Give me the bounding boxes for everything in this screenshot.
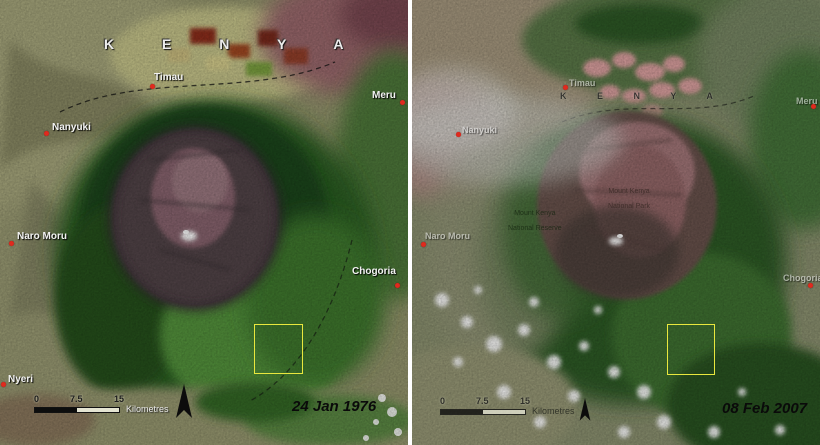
area-label-line1: Mount Kenya	[608, 188, 650, 195]
area-label-mount-kenya-national-park: Mount Kenya National Park	[608, 184, 650, 214]
city-marker-naro-moru	[9, 241, 14, 246]
scale-bar-right: 0 7.5 15 Kilometres	[438, 396, 608, 416]
city-marker-naro-moru	[421, 242, 426, 247]
date-label-1976: 24 Jan 1976	[292, 398, 377, 415]
place-label-naro-moru: Naro Moru	[425, 231, 470, 241]
scale-ticks: 0 7.5 15	[438, 396, 608, 407]
city-marker-nanyuki	[456, 132, 461, 137]
country-label-kenya-right: K E N Y A	[560, 91, 727, 101]
city-marker-timau	[563, 85, 568, 90]
satellite-image-2007	[412, 0, 820, 445]
place-label-naro-moru: Naro Moru	[17, 231, 67, 242]
city-marker-chogoria	[395, 283, 400, 288]
place-label-chogoria: Chogoria	[783, 273, 820, 283]
place-label-timau: Timau	[154, 72, 184, 83]
north-arrow-right	[579, 398, 591, 421]
place-label-meru: Meru	[796, 96, 818, 106]
place-label-nyeri: Nyeri	[8, 374, 34, 385]
north-arrow-left	[176, 384, 192, 418]
scale-tick-7-5: 7.5	[70, 394, 83, 404]
scale-ticks: 0 7.5 15	[32, 394, 202, 405]
scale-bar-rule	[34, 407, 120, 413]
city-marker-timau	[150, 84, 155, 89]
scale-bar-left: 0 7.5 15 Kilometres	[32, 394, 202, 414]
scale-tick-7-5: 7.5	[476, 396, 489, 406]
place-label-chogoria: Chogoria	[352, 266, 396, 277]
aoi-highlight-box-right	[667, 324, 715, 375]
date-label-2007: 08 Feb 2007	[722, 400, 808, 417]
scale-unit-label: Kilometres	[532, 406, 575, 416]
scale-unit-label: Kilometres	[126, 404, 169, 414]
satellite-panel-1976: K E N Y A Timau Meru Nanyuki Naro Moru N…	[0, 0, 408, 445]
scale-tick-15: 15	[114, 394, 125, 404]
satellite-panel-2007: K E N Y A Timau Meru Nanyuki Naro Moru C…	[412, 0, 820, 445]
area-label-line2: National Reserve	[508, 225, 562, 232]
area-label-mount-kenya-national-reserve: Mount Kenya National Reserve	[508, 206, 562, 236]
place-label-nanyuki: Nanyuki	[52, 122, 91, 133]
city-marker-meru	[400, 100, 405, 105]
aoi-highlight-box-left	[254, 324, 303, 374]
city-marker-chogoria	[808, 283, 813, 288]
city-marker-meru	[811, 104, 816, 109]
scale-bar-rule	[440, 409, 526, 415]
place-label-meru: Meru	[372, 90, 396, 101]
area-label-line1: Mount Kenya	[514, 210, 556, 217]
left-panel-overlay: K E N Y A Timau Meru Nanyuki Naro Moru N…	[0, 0, 408, 445]
scale-tick-0: 0	[440, 396, 446, 406]
place-label-timau: Timau	[569, 78, 596, 88]
city-marker-nanyuki	[44, 131, 49, 136]
satellite-image-1976	[0, 0, 408, 445]
scale-tick-15: 15	[520, 396, 531, 406]
right-panel-overlay: K E N Y A Timau Meru Nanyuki Naro Moru C…	[412, 0, 820, 445]
place-label-nanyuki: Nanyuki	[462, 125, 498, 135]
area-label-line2: National Park	[608, 203, 651, 210]
city-marker-nyeri	[1, 382, 6, 387]
country-label-kenya-left: K E N Y A	[104, 36, 366, 52]
scale-tick-0: 0	[34, 394, 40, 404]
